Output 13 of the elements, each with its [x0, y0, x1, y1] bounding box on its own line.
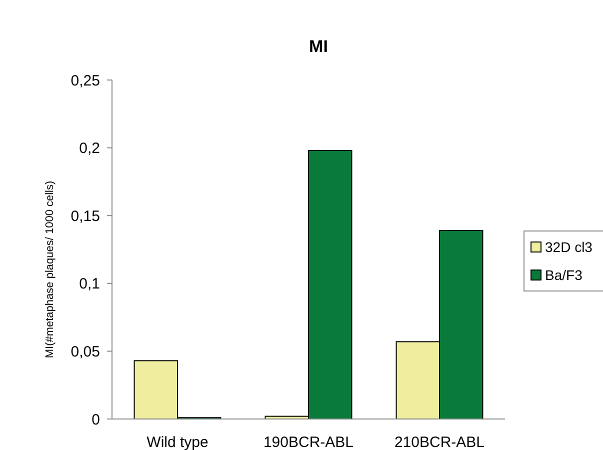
- y-tick-label: 0,1: [79, 276, 100, 293]
- legend-label: Ba/F3: [545, 266, 583, 283]
- x-tick-label: 190BCR-ABL: [263, 434, 354, 450]
- x-tick-label: Wild type: [146, 434, 208, 450]
- y-tick-label: 0,2: [79, 140, 100, 158]
- chart-title: MI: [309, 37, 328, 56]
- y-tick-label: 0: [92, 411, 100, 428]
- legend-label: 32D cl3: [545, 238, 593, 255]
- y-axis-title: MI(#metaphase plaques/ 1000 cells): [44, 180, 56, 358]
- x-tick-label: 210BCR-ABL: [394, 434, 485, 450]
- y-tick-label: 0,15: [70, 208, 100, 225]
- y-tick-label: 0,05: [70, 343, 100, 360]
- y-tick-label: 0,25: [70, 72, 100, 90]
